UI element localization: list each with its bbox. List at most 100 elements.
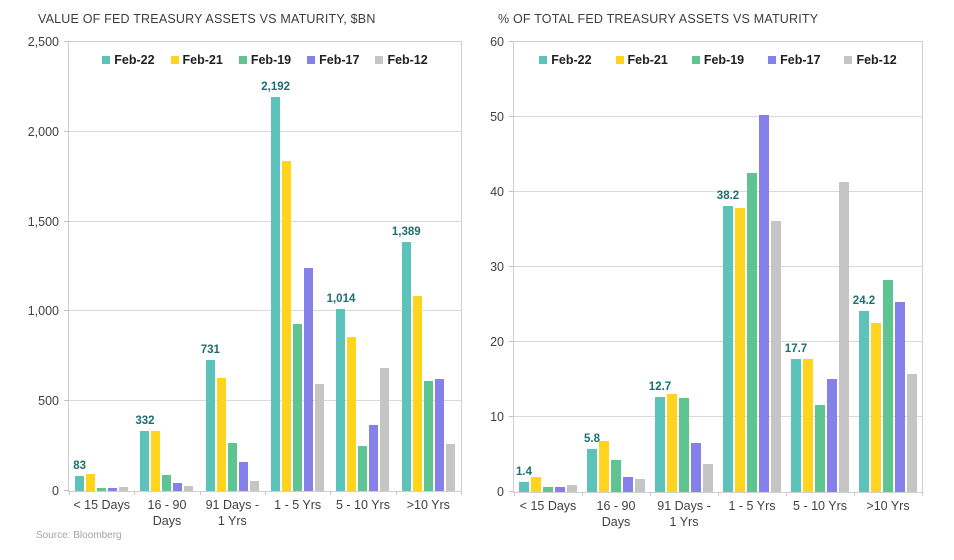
x-axis-tick bbox=[718, 492, 719, 496]
bar-feb-22 bbox=[401, 241, 411, 491]
bar-feb-17 bbox=[555, 486, 565, 492]
bar-feb-22 bbox=[587, 448, 597, 492]
bar-slot bbox=[173, 42, 183, 491]
x-axis-tick bbox=[461, 491, 462, 495]
bar-feb-12 bbox=[703, 463, 713, 492]
legend-label: Feb-22 bbox=[114, 53, 155, 67]
bar-slot bbox=[907, 42, 917, 492]
bar-slot bbox=[86, 42, 96, 491]
y-tick-label: 40 bbox=[490, 185, 504, 200]
bar-feb-19 bbox=[162, 474, 172, 491]
bar-feb-17 bbox=[238, 462, 248, 491]
bar-feb-12 bbox=[184, 485, 194, 491]
x-axis-label-line: 1 Yrs bbox=[217, 514, 247, 529]
gridline bbox=[514, 116, 922, 117]
bar-feb-12 bbox=[567, 484, 577, 492]
bar-slot bbox=[358, 42, 368, 491]
legend-item-feb-17: Feb-17 bbox=[307, 53, 359, 67]
x-axis-label: 5 - 10 Yrs bbox=[786, 498, 854, 531]
bar-feb-21 bbox=[282, 161, 292, 491]
legend-label: Feb-17 bbox=[319, 53, 360, 67]
y-tick-label: 1,000 bbox=[27, 304, 59, 319]
bar-slot: 2,192 bbox=[261, 42, 290, 491]
bar-slot bbox=[162, 42, 172, 491]
bar-slot bbox=[703, 42, 713, 492]
bar-slot bbox=[667, 42, 677, 492]
bar-value-label: 38.2 bbox=[716, 189, 740, 202]
bar-slot: 731 bbox=[201, 42, 220, 491]
bar-value-label: 1.4 bbox=[516, 465, 532, 478]
bar-slot bbox=[97, 42, 107, 491]
gridline bbox=[514, 341, 922, 343]
x-axis-label: 16 - 90 Days bbox=[582, 498, 650, 531]
legend-label: Feb-19 bbox=[703, 53, 745, 67]
gridline bbox=[69, 130, 461, 132]
x-axis-tick bbox=[69, 491, 70, 495]
bar-slot bbox=[238, 42, 248, 491]
legend-swatch bbox=[691, 56, 700, 64]
bar-feb-19 bbox=[747, 172, 757, 492]
bar-feb-19 bbox=[293, 323, 303, 491]
bar-group: 332 bbox=[134, 42, 199, 491]
legend-item-feb-19: Feb-19 bbox=[691, 53, 745, 67]
legend-swatch bbox=[844, 56, 853, 64]
bar-feb-19 bbox=[358, 446, 368, 491]
bar-feb-22 bbox=[205, 359, 215, 491]
bar-feb-22 bbox=[791, 359, 801, 492]
bar-feb-21 bbox=[347, 337, 357, 491]
y-axis-tick bbox=[64, 490, 69, 491]
bar-slot bbox=[531, 42, 541, 492]
legend-label: Feb-12 bbox=[387, 53, 428, 67]
plot-area: 0 500 1,000 1,500 2,000 2,500 Feb-22 Feb-21 Feb-… bbox=[28, 35, 462, 528]
y-tick-label: 2,500 bbox=[27, 35, 59, 49]
y-tick-label: 60 bbox=[490, 35, 504, 49]
y-axis-tick bbox=[509, 191, 514, 193]
gridline bbox=[514, 191, 922, 193]
bar-value-label: 24.2 bbox=[852, 294, 876, 307]
bar-value-label: 12.7 bbox=[648, 380, 672, 393]
x-axis-tick bbox=[649, 492, 651, 496]
bar-feb-12 bbox=[839, 182, 849, 492]
bar-group: 5.8 bbox=[582, 42, 650, 492]
x-axis-label-line: >10 Yrs bbox=[406, 498, 450, 512]
chart-title: VALUE OF FED TREASURY ASSETS VS MATURITY… bbox=[38, 12, 376, 26]
bar-slot bbox=[635, 42, 645, 492]
y-axis-tick bbox=[64, 130, 69, 132]
bar-feb-19 bbox=[543, 486, 553, 492]
plot-area: 0 10 20 30 40 50 60 Feb-22 Feb-21 Feb-19 Feb-17 Feb… bbox=[490, 35, 923, 529]
bar-group: 12.7 bbox=[648, 42, 718, 492]
legend-swatch bbox=[170, 56, 179, 64]
bar-group: 731 bbox=[200, 42, 265, 491]
x-axis-label: 16 - 90 Days bbox=[134, 497, 199, 530]
gridline bbox=[69, 220, 461, 222]
bar-slot bbox=[815, 42, 825, 492]
bar-group: 1.4 bbox=[514, 42, 582, 492]
bar-slot bbox=[735, 42, 745, 492]
bar-groups: 1.4 5.8 12.7 38.2 17.7 24.2 bbox=[514, 42, 922, 492]
bar-feb-21 bbox=[412, 296, 422, 491]
x-axis-tick bbox=[134, 491, 136, 495]
gridline bbox=[69, 310, 461, 312]
chart-title: % OF TOTAL FED TREASURY ASSETS VS MATURI… bbox=[498, 12, 819, 26]
x-axis-label: < 15 Days bbox=[69, 497, 134, 530]
bar-feb-19 bbox=[97, 488, 107, 491]
bar-feb-19 bbox=[227, 442, 237, 491]
legend: Feb-22 Feb-21 Feb-19 Feb-17 Feb-12 bbox=[514, 53, 922, 67]
y-tick-label: 0 bbox=[52, 484, 59, 498]
bar-feb-21 bbox=[667, 393, 677, 492]
bar-slot bbox=[543, 42, 553, 492]
legend-swatch bbox=[615, 56, 624, 64]
x-axis-label: 91 Days - 1 Yrs bbox=[200, 497, 265, 530]
bar-slot bbox=[434, 42, 444, 491]
bar-slot bbox=[871, 42, 881, 492]
bar-slot bbox=[691, 42, 701, 492]
chart-value-fed-treasury-assets: VALUE OF FED TREASURY ASSETS VS MATURITY… bbox=[28, 12, 462, 528]
legend-label: Feb-19 bbox=[250, 53, 292, 67]
x-axis-label-line: 5 - 10 Yrs bbox=[793, 499, 847, 513]
x-axis-tick bbox=[514, 492, 515, 496]
bar-feb-17 bbox=[827, 378, 837, 492]
y-tick-label: 500 bbox=[38, 394, 59, 409]
bar-feb-17 bbox=[623, 477, 633, 492]
bar-slot bbox=[747, 42, 757, 492]
bar-slot: 1.4 bbox=[516, 42, 532, 492]
